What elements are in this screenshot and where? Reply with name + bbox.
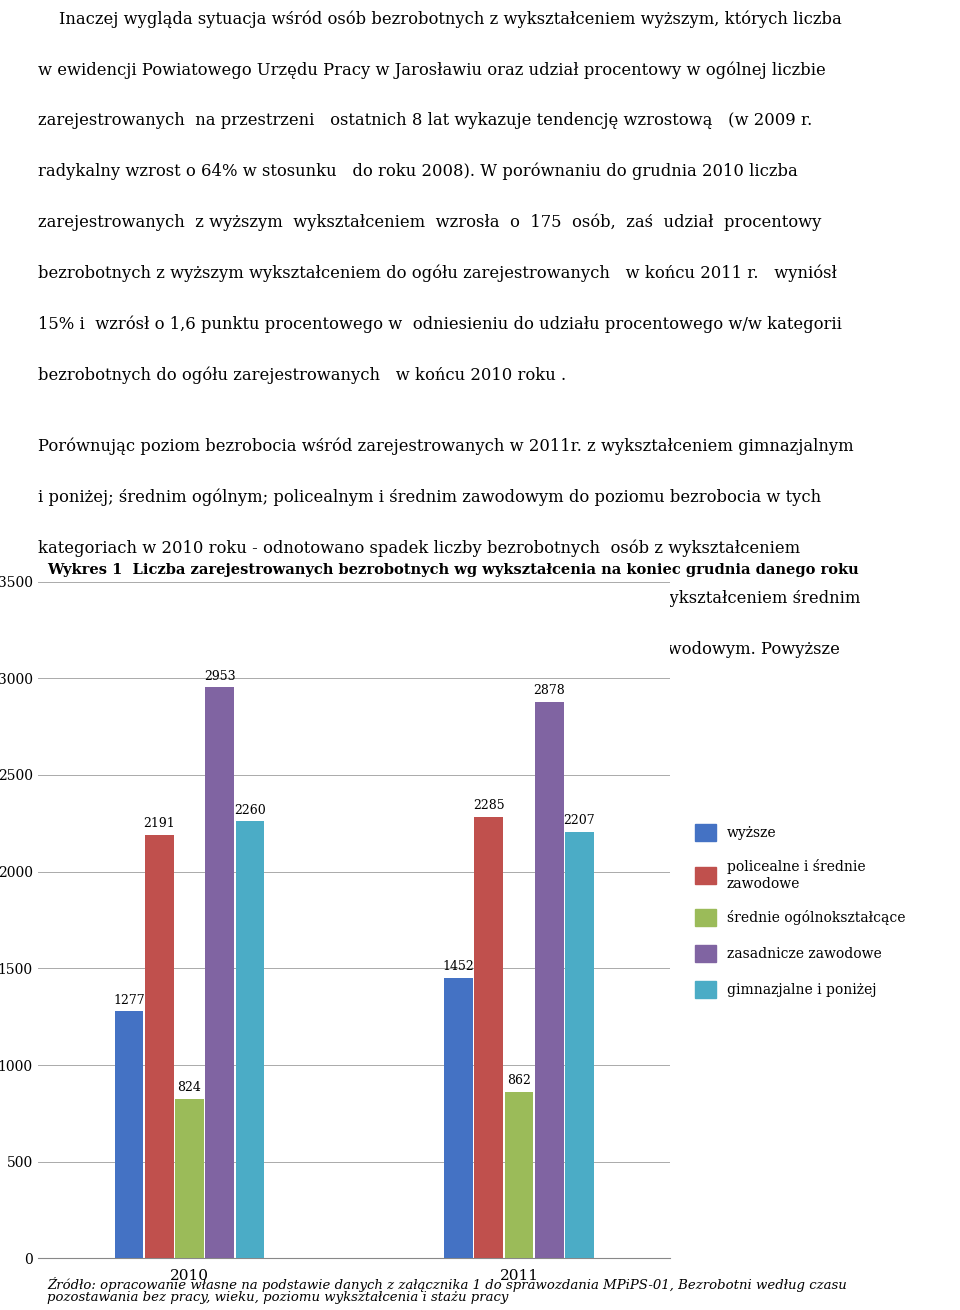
Legend: wyższe, policealne i średnie
zawodowe, średnie ogólnokształcące, zasadnicze zawo: wyższe, policealne i średnie zawodowe, ś… — [690, 820, 909, 1002]
Text: Inaczej wygląda sytuacja wśród osób bezrobotnych z wykształceniem wyższym, który: Inaczej wygląda sytuacja wśród osób bezr… — [38, 10, 842, 28]
Text: Źródło: opracowanie własne na podstawie danych z załącznika 1 do sprawozdania MP: Źródło: opracowanie własne na podstawie … — [47, 1277, 847, 1292]
Text: bezrobotnych do ogółu zarejestrowanych   w końcu 2010 roku .: bezrobotnych do ogółu zarejestrowanych w… — [38, 367, 566, 384]
Text: i poniżej; średnim ogólnym; policealnym i średnim zawodowym do poziomu bezroboci: i poniżej; średnim ogólnym; policealnym … — [38, 489, 822, 506]
Text: w ewidencji Powiatowego Urzędu Pracy w Jarosławiu oraz udział procentowy w ogóln: w ewidencji Powiatowego Urzędu Pracy w J… — [38, 62, 827, 79]
Text: Porównując poziom bezrobocia wśród zarejestrowanych w 2011r. z wykształceniem gi: Porównując poziom bezrobocia wśród zarej… — [38, 438, 854, 455]
Text: gimnazjalnym i poniżej  o 53 osoby, natomiast  wzrost zarejestrowanych z wykszta: gimnazjalnym i poniżej o 53 osoby, natom… — [38, 590, 861, 607]
Text: radykalny wzrost o 64% w stosunku   do roku 2008). W porównaniu do grudnia 2010 : radykalny wzrost o 64% w stosunku do rok… — [38, 162, 798, 181]
Text: 15% i  wzrósł o 1,6 punktu procentowego w  odniesieniu do udziału procentowego w: 15% i wzrósł o 1,6 punktu procentowego w… — [38, 316, 842, 333]
Text: Wykres 1  Liczba zarejestrowanych bezrobotnych wg wykształcenia na koniec grudni: Wykres 1 Liczba zarejestrowanych bezrobo… — [47, 563, 859, 576]
Text: pozostawania bez pracy, wieku, poziomu wykształcenia i stażu pracy: pozostawania bez pracy, wieku, poziomu w… — [47, 1290, 509, 1303]
Text: kategoriach w 2010 roku - odnotowano spadek liczby bezrobotnych  osób z wykształ: kategoriach w 2010 roku - odnotowano spa… — [38, 540, 801, 557]
Text: bezrobotnych z wyższym wykształceniem do ogółu zarejestrowanych   w końcu 2011 r: bezrobotnych z wyższym wykształceniem do… — [38, 265, 837, 282]
Text: ogólnym o 38 osób i o 94 osoby z wykształceniem  policealnym i średnim zawodowym: ogólnym o 38 osób i o 94 osoby z wykszta… — [38, 641, 840, 659]
Text: ilustruje wykres 1.: ilustruje wykres 1. — [38, 692, 193, 709]
Text: zarejestrowanych  na przestrzeni   ostatnich 8 lat wykazuje tendencję wzrostową : zarejestrowanych na przestrzeni ostatnic… — [38, 113, 813, 130]
Text: zarejestrowanych  z wyższym  wykształceniem  wzrosła  o  175  osób,  zaś  udział: zarejestrowanych z wyższym wykształcenie… — [38, 214, 822, 232]
